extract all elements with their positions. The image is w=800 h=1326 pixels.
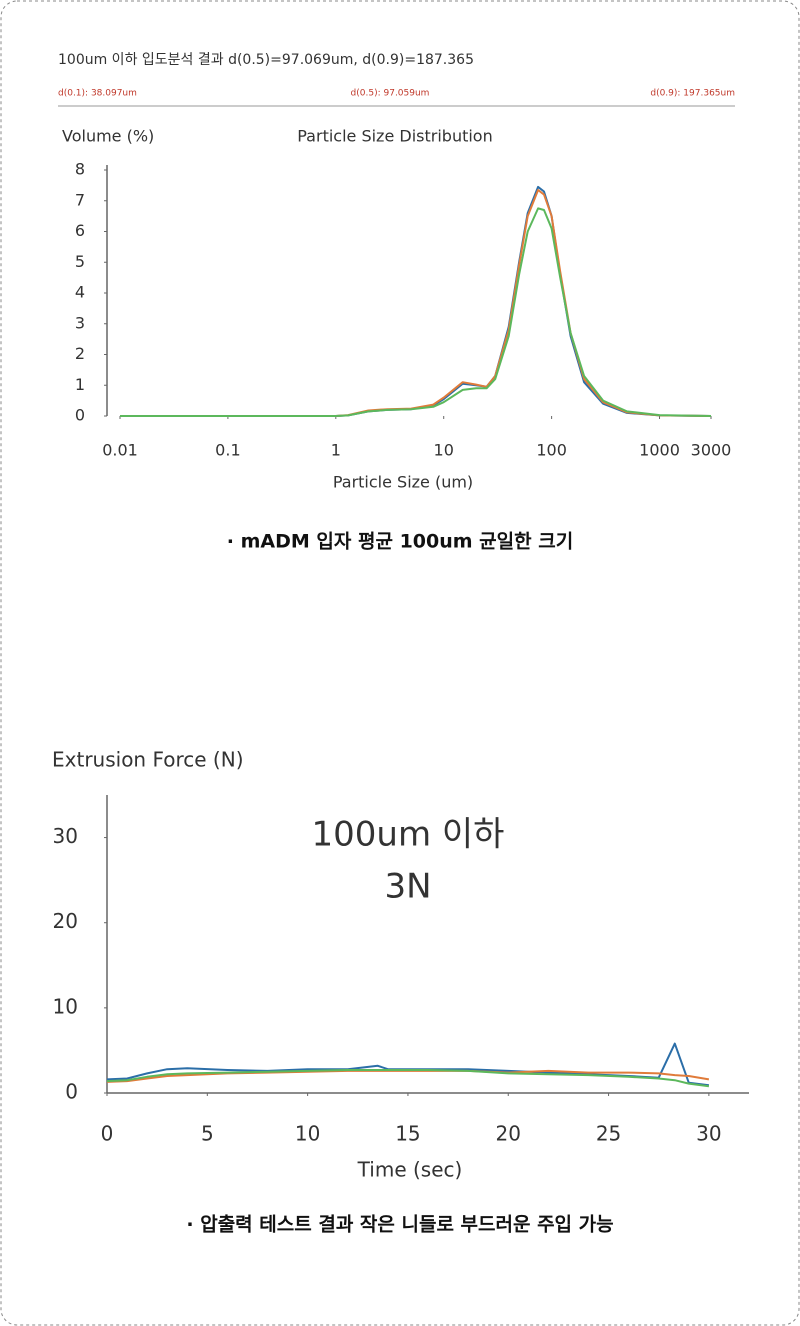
series-line (120, 207, 712, 417)
y-tick-label: 10 (53, 994, 78, 1018)
y-tick-label: 20 (53, 909, 78, 933)
x-tick-label: 10 (295, 1122, 320, 1146)
caption: · mADM 입자 평균 100um 균일한 크기 (227, 531, 573, 553)
x-tick-label: 15 (395, 1122, 420, 1146)
y-tick-label: 1 (75, 375, 85, 394)
x-axis-label: Particle Size (um) (333, 473, 473, 492)
y-tick-label: 7 (75, 190, 85, 209)
y-tick-label: 30 (53, 824, 78, 848)
caption: · 압출력 테스트 결과 작은 니들로 부드러운 주입 가능 (186, 1214, 613, 1236)
x-tick-label: 0.1 (215, 441, 240, 460)
x-tick-label: 100 (536, 441, 567, 460)
chart-title: Particle Size Distribution (297, 127, 492, 146)
x-tick-label: 0 (101, 1122, 114, 1146)
y-axis-label: Volume (%) (62, 127, 154, 146)
x-tick-label: 0.01 (102, 441, 138, 460)
x-tick-label: 10 (434, 441, 454, 460)
y-tick-label: 2 (75, 344, 85, 363)
y-tick-label: 0 (65, 1080, 78, 1104)
y-axis-label: Extrusion Force (N) (52, 748, 244, 772)
x-tick-label: 30 (696, 1122, 721, 1146)
chart-subtitle: 100um 이하 입도분석 결과 d(0.5)=97.069um, d(0.9)… (58, 52, 474, 68)
x-tick-label: 20 (496, 1122, 521, 1146)
x-tick-label: 1000 (639, 441, 680, 460)
y-tick-label: 4 (75, 283, 85, 302)
y-tick-label: 3 (75, 313, 85, 332)
x-tick-label: 1 (331, 441, 341, 460)
y-tick-label: 6 (75, 221, 85, 240)
x-tick-label: 25 (596, 1122, 621, 1146)
annotation: 3N (384, 867, 431, 907)
series-line (106, 1069, 710, 1088)
x-tick-label: 5 (201, 1122, 214, 1146)
y-tick-label: 5 (75, 252, 85, 271)
annotation: 100um 이하 (312, 815, 505, 855)
y-tick-label: 0 (75, 406, 85, 425)
x-axis-label: Time (sec) (357, 1158, 463, 1182)
annotation: d(0.1): 38.097um (58, 89, 137, 99)
annotation: d(0.5): 97.059um (351, 89, 430, 99)
y-tick-label: 8 (75, 160, 85, 179)
annotation: d(0.9): 197.365um (650, 89, 735, 99)
x-tick-label: 3000 (691, 441, 732, 460)
